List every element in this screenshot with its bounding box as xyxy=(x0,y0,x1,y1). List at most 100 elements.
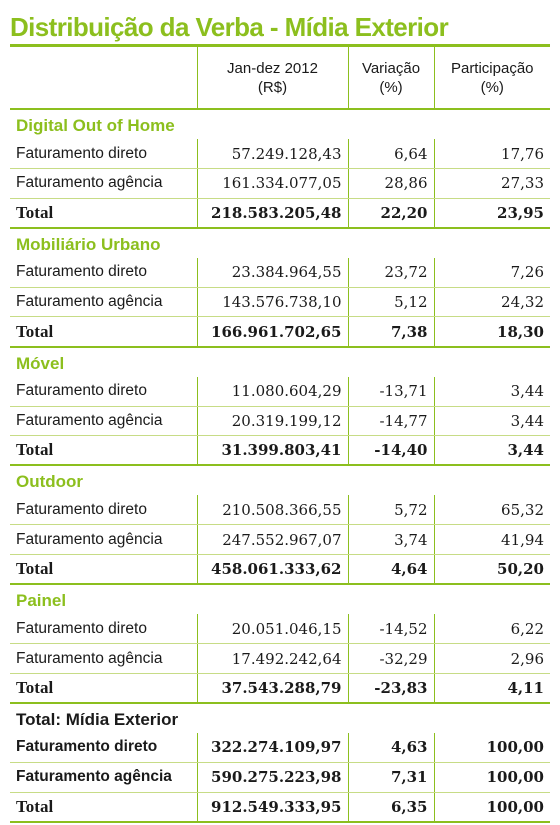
row-label: Faturamento agência xyxy=(10,524,197,556)
section-title: Mobiliário Urbano xyxy=(16,234,161,254)
row-share: 17,76 xyxy=(433,139,550,170)
row-variation: 4,63 xyxy=(347,732,434,763)
row-value: 20.051.046,15 xyxy=(196,614,348,645)
row-share: 100,00 xyxy=(433,762,550,793)
table-row: Faturamento direto 20.051.046,15 -14,52 6,2… xyxy=(10,614,550,645)
row-label: Faturamento direto xyxy=(10,732,197,763)
section-header-row: Mobiliário Urbano xyxy=(10,228,550,258)
row-value: 143.576.738,10 xyxy=(196,287,348,318)
section-title: Total: Mídia Exterior xyxy=(16,709,179,729)
row-label: Faturamento direto xyxy=(10,257,197,288)
section-header-row: Móvel xyxy=(10,347,550,377)
table-row: Faturamento agência 161.334.077,05 28,86 27… xyxy=(10,168,550,199)
row-variation: 23,72 xyxy=(347,257,434,288)
row-variation: -23,83 xyxy=(347,673,434,704)
table-row: Faturamento agência 590.275.223,98 7,31 100… xyxy=(10,762,550,793)
row-share: 41,94 xyxy=(433,524,550,556)
section-header-row: Digital Out of Home xyxy=(10,109,550,139)
table-row: Faturamento direto 322.274.109,97 4,63 100,… xyxy=(10,732,550,763)
total-row: Total 31.399.803,41 -14,40 3,44 xyxy=(10,435,550,467)
table-row: Faturamento agência 247.552.967,07 3,74 41,… xyxy=(10,524,550,556)
row-label: Total xyxy=(10,792,197,823)
table-row: Faturamento direto 210.508.366,55 5,72 65,3… xyxy=(10,495,550,526)
row-variation: 6,35 xyxy=(347,792,434,823)
row-value: 218.583.205,48 xyxy=(196,198,348,229)
row-variation: -32,29 xyxy=(347,643,434,674)
row-variation: 7,38 xyxy=(347,316,434,348)
row-value: 166.961.702,65 xyxy=(196,316,348,348)
section-header-row: Outdoor xyxy=(10,465,550,495)
section-title: Outdoor xyxy=(16,472,84,492)
row-label: Total xyxy=(10,198,197,229)
row-variation: 28,86 xyxy=(347,168,434,199)
section-title: Painel xyxy=(16,591,67,611)
row-label: Total xyxy=(10,554,197,586)
row-value: 458.061.333,62 xyxy=(196,554,348,586)
row-share: 27,33 xyxy=(433,168,550,199)
section-title: Móvel xyxy=(16,353,65,373)
title-rule xyxy=(10,44,550,47)
row-variation: 22,20 xyxy=(347,198,434,229)
row-value: 31.399.803,41 xyxy=(196,435,348,467)
page-title: Distribuição da Verba - Mídia Exterior xyxy=(10,12,449,42)
row-value: 37.543.288,79 xyxy=(196,673,348,704)
row-share: 65,32 xyxy=(433,495,550,526)
row-share: 2,96 xyxy=(433,643,550,674)
row-value: 11.080.604,29 xyxy=(196,376,348,407)
header-share: Participação (%) xyxy=(433,47,550,110)
header-share-line2: (%) xyxy=(480,78,504,96)
header-period-line1: Jan-dez 2012 xyxy=(227,59,318,77)
row-label: Faturamento direto xyxy=(10,495,197,526)
row-value: 20.319.199,12 xyxy=(196,406,348,437)
row-value: 17.492.242,64 xyxy=(196,643,348,674)
header-variation-line2: (%) xyxy=(379,78,403,96)
total-row: Total 458.061.333,62 4,64 50,20 xyxy=(10,554,550,586)
row-share: 100,00 xyxy=(433,732,550,763)
row-share: 24,32 xyxy=(433,287,550,318)
row-value: 161.334.077,05 xyxy=(196,168,348,199)
row-variation: -14,52 xyxy=(347,614,434,645)
row-label: Faturamento direto xyxy=(10,376,197,407)
row-share: 3,44 xyxy=(433,376,550,407)
header-share-line1: Participação xyxy=(450,59,534,77)
header-variation: Variação (%) xyxy=(347,47,434,110)
row-share: 18,30 xyxy=(433,316,550,348)
row-variation: 5,12 xyxy=(347,287,434,318)
row-variation: -13,71 xyxy=(347,376,434,407)
row-value: 210.508.366,55 xyxy=(196,495,348,526)
budget-table-body: Jan-dez 2012 (R$) Variação (%) Participa… xyxy=(10,47,550,823)
row-variation: 4,64 xyxy=(347,554,434,586)
row-label: Total xyxy=(10,673,197,704)
row-share: 4,11 xyxy=(433,673,550,704)
header-blank xyxy=(10,47,197,110)
row-variation: 7,31 xyxy=(347,762,434,793)
row-value: 57.249.128,43 xyxy=(196,139,348,170)
total-row: Total 218.583.205,48 22,20 23,95 xyxy=(10,198,550,229)
row-label: Faturamento agência xyxy=(10,168,197,199)
row-label: Total xyxy=(10,316,197,348)
section-title: Digital Out of Home xyxy=(16,116,175,135)
table-row: Faturamento agência 17.492.242,64 -32,29 2,… xyxy=(10,643,550,674)
row-share: 7,26 xyxy=(433,257,550,288)
row-variation: -14,77 xyxy=(347,406,434,437)
table-header-row: Jan-dez 2012 (R$) Variação (%) Participa… xyxy=(10,47,550,110)
budget-table-panel: Distribuição da Verba - Mídia Exterior J… xyxy=(10,10,550,823)
table-row: Faturamento direto 11.080.604,29 -13,71 3,4… xyxy=(10,376,550,407)
section-header-row: Total: Mídia Exterior xyxy=(10,703,550,733)
row-label: Faturamento direto xyxy=(10,614,197,645)
table-row: Faturamento agência 20.319.199,12 -14,77 3,… xyxy=(10,406,550,437)
section-header-row: Painel xyxy=(10,584,550,614)
row-value: 247.552.967,07 xyxy=(196,524,348,556)
row-variation: 3,74 xyxy=(347,524,434,556)
table-row: Faturamento agência 143.576.738,10 5,12 24,… xyxy=(10,287,550,318)
total-row: Total 37.543.288,79 -23,83 4,11 xyxy=(10,673,550,704)
row-value: 23.384.964,55 xyxy=(196,257,348,288)
row-share: 23,95 xyxy=(433,198,550,229)
row-label: Faturamento agência xyxy=(10,406,197,437)
row-label: Total xyxy=(10,435,197,467)
row-share: 6,22 xyxy=(433,614,550,645)
row-variation: 5,72 xyxy=(347,495,434,526)
row-label: Faturamento agência xyxy=(10,762,197,793)
row-label: Faturamento direto xyxy=(10,139,197,170)
row-label: Faturamento agência xyxy=(10,287,197,318)
